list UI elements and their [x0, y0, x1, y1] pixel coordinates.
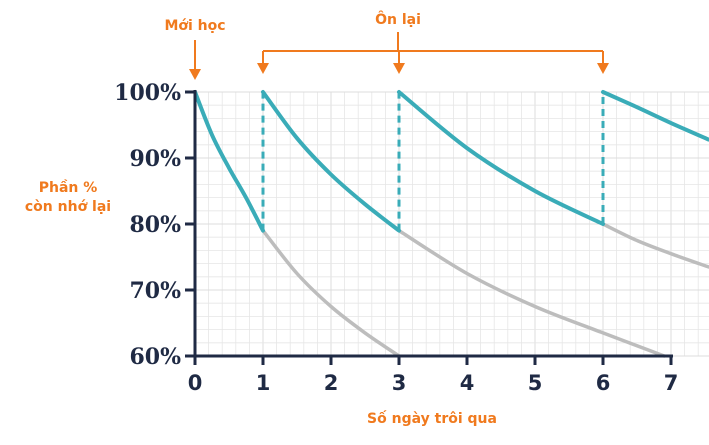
- forgotten-curves: [261, 222, 709, 358]
- x-tick-label: 7: [664, 371, 679, 395]
- review-arrow-0-head: [257, 63, 269, 74]
- review-curve-2: [261, 90, 401, 233]
- x-tick-label: 3: [392, 371, 407, 395]
- review-dashed-lines: [261, 92, 605, 231]
- y-tick-label: 90%: [129, 146, 181, 172]
- x-tick-label: 6: [596, 371, 611, 395]
- annotations: Mới học Ôn lại: [164, 10, 609, 80]
- review-curve-4: [397, 90, 605, 226]
- y-tick-label: 80%: [129, 212, 181, 238]
- forgotten-curve-3: [397, 228, 666, 358]
- axes: [185, 90, 673, 365]
- review-curve-6: [601, 90, 709, 142]
- x-tick-label: 4: [460, 371, 475, 395]
- x-tick-labels: 0 1 2 3 4 5 6 7: [188, 371, 679, 395]
- review-arrow-2-head: [597, 63, 609, 74]
- review-curve-0: [193, 90, 265, 233]
- y-tick-label: 100%: [114, 80, 181, 106]
- y-tick-label: 70%: [129, 278, 181, 304]
- review-label: Ôn lại: [375, 10, 421, 28]
- x-tick-label: 1: [256, 371, 271, 395]
- y-tick-label: 60%: [129, 344, 181, 370]
- x-axis-label: Số ngày trôi qua: [367, 410, 497, 427]
- learn-arrow-head: [189, 69, 201, 80]
- forgotten-curve-5: [601, 222, 709, 269]
- x-tick-label: 5: [528, 371, 543, 395]
- y-tick-labels: 60% 70% 80% 90% 100%: [114, 80, 181, 370]
- y-axis-label-line-1: Phần %: [39, 179, 98, 196]
- grid: [194, 91, 709, 357]
- x-tick-label: 2: [324, 371, 339, 395]
- y-axis-label-line-2: còn nhớ lại: [25, 199, 111, 215]
- x-tick-label: 0: [188, 371, 203, 395]
- review-arrow-1-head: [393, 63, 405, 74]
- forgotten-curve-1: [261, 228, 401, 358]
- learn-label: Mới học: [164, 18, 225, 34]
- review-curves: [193, 90, 709, 233]
